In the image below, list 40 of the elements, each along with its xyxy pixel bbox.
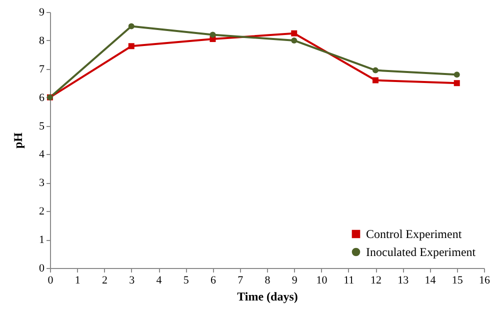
x-tick-label: 7 [238,274,244,286]
x-tick-label: 4 [156,274,162,286]
y-tick-label: 3 [39,177,45,190]
y-tick-label: 7 [39,63,45,76]
x-tick-label: 0 [48,274,54,286]
point [372,67,378,74]
x-tick-label: 13 [398,274,410,286]
x-tick-label: 2 [102,274,108,286]
x-tick-label: 3 [129,274,136,286]
x-tick-label: 5 [183,274,190,286]
legend-label: Inoculated Experiment [366,245,476,259]
y-tick-label: 4 [39,148,45,161]
point [291,30,298,36]
legend-label: Control Experiment [366,227,462,241]
x-axis-title: Time (days) [237,290,298,304]
x-tick-label: 14 [424,274,436,286]
point [128,23,134,30]
x-tick-label: 12 [370,274,382,286]
y-tick-label: 0 [39,262,45,274]
x-tick-label: 1 [74,274,80,286]
y-tick-label: 5 [39,120,45,132]
x-tick-label: 6 [210,274,216,286]
point [291,37,298,44]
y-tick-label: 6 [39,92,45,104]
point [454,80,460,86]
point [372,77,378,84]
point [454,72,460,78]
x-tick-label: 9 [292,274,298,286]
y-axis-title: pH [11,132,25,149]
y-tick-label: 9 [39,6,45,18]
point [128,43,134,50]
x-tick-label: 15 [452,274,464,286]
y-tick-label: 2 [39,206,44,218]
point [210,32,216,38]
x-tick-label: 16 [479,274,490,286]
y-tick-label: 8 [39,34,45,47]
x-tick-label: 11 [344,274,354,286]
x-tick-label: 10 [316,274,328,286]
y-tick-label: 1 [39,234,44,246]
x-tick-label: 8 [264,274,271,286]
